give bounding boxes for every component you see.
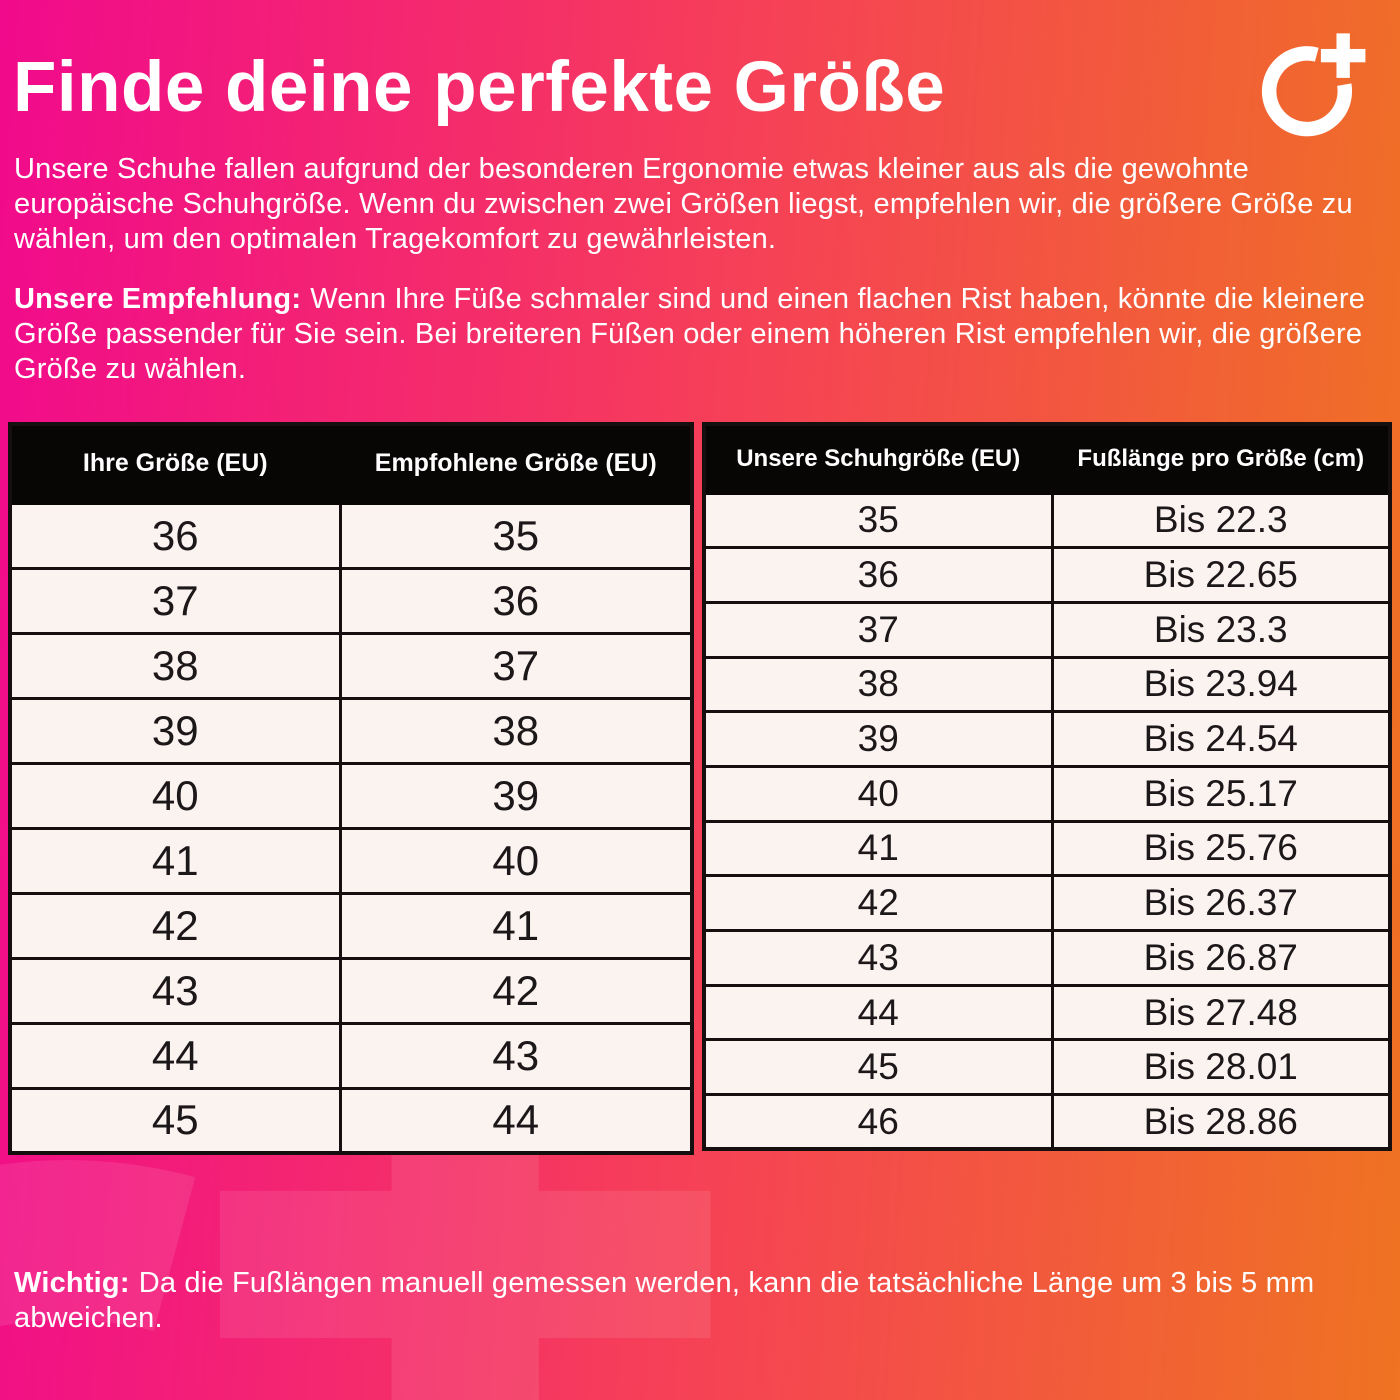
shoe-size-cell: 41 (702, 819, 1054, 878)
recommended-size-cell: 38 (338, 696, 694, 765)
foot-length-cell: Bis 28.86 (1050, 1093, 1392, 1151)
your-size-cell: 43 (8, 956, 342, 1025)
shoe-size-cell: 45 (702, 1038, 1054, 1097)
col-header-foot-length: Fußlänge pro Größe (cm) (1050, 422, 1392, 495)
table-row: 36 Bis 22.65 (702, 546, 1392, 604)
foot-length-cell: Bis 23.3 (1050, 600, 1392, 659)
table-row: 42 41 (8, 891, 694, 960)
foot-length-cell: Bis 28.01 (1050, 1038, 1392, 1097)
foot-length-table: Unsere Schuhgröße (EU) Fußlänge pro Größ… (702, 422, 1392, 1152)
foot-length-cell: Bis 27.48 (1050, 983, 1392, 1042)
shoe-size-cell: 37 (702, 600, 1054, 659)
recommended-size-cell: 40 (338, 826, 694, 895)
foot-length-cell: Bis 26.87 (1050, 929, 1392, 987)
shoe-size-cell: 38 (702, 655, 1054, 714)
col-header-our-shoe-size: Unsere Schuhgröße (EU) (702, 422, 1054, 495)
table-row: 40 39 (8, 761, 694, 830)
your-size-cell: 42 (8, 891, 342, 960)
table-row: 37 36 (8, 566, 694, 635)
your-size-cell: 44 (8, 1021, 342, 1090)
shoe-size-cell: 35 (702, 491, 1054, 550)
table-row: 45 Bis 28.01 (702, 1038, 1392, 1097)
shoe-size-cell: 43 (702, 929, 1054, 987)
table-row: 46 Bis 28.86 (702, 1093, 1392, 1151)
foot-length-cell: Bis 23.94 (1050, 655, 1392, 714)
tables-section: Ihre Größe (EU) Empfohlene Größe (EU) 36… (8, 422, 1392, 1155)
shoe-size-cell: 36 (702, 546, 1054, 604)
your-size-cell: 40 (8, 761, 342, 830)
recommended-size-cell: 36 (338, 566, 694, 635)
recommended-size-cell: 41 (338, 891, 694, 960)
recommended-size-cell: 39 (338, 761, 694, 830)
table-row: 39 Bis 24.54 (702, 710, 1392, 768)
foot-length-cell: Bis 25.17 (1050, 764, 1392, 823)
your-size-cell: 45 (8, 1086, 342, 1155)
table-row: 42 Bis 26.37 (702, 874, 1392, 932)
shoe-size-cell: 46 (702, 1093, 1054, 1151)
table-row: 39 38 (8, 696, 694, 765)
recommendation-body: Wenn Ihre Füße schmaler sind und einen f… (14, 283, 1366, 385)
table-row: 35 Bis 22.3 (702, 491, 1392, 550)
table-row: 40 Bis 25.17 (702, 764, 1392, 823)
foot-length-cell: Bis 25.76 (1050, 819, 1392, 878)
recommendation-text: Unsere Empfehlung: Wenn Ihre Füße schmale… (14, 282, 1390, 387)
table-row: 43 Bis 26.87 (702, 929, 1392, 987)
table-row: 44 Bis 27.48 (702, 983, 1392, 1042)
foot-length-cell: Bis 22.65 (1050, 546, 1392, 604)
table-row: 38 Bis 23.94 (702, 655, 1392, 714)
table-row: 45 44 (8, 1086, 694, 1155)
page-title: Finde deine perfekte Größe (13, 48, 946, 127)
shoe-size-cell: 42 (702, 874, 1054, 932)
foot-length-cell: Bis 26.37 (1050, 874, 1392, 932)
table-row: 43 42 (8, 956, 694, 1025)
foot-length-cell: Bis 24.54 (1050, 710, 1392, 768)
recommendation-label: Unsere Empfehlung: (14, 283, 302, 315)
recommended-size-cell: 37 (338, 631, 694, 700)
foot-length-header-row: Unsere Schuhgröße (EU) Fußlänge pro Größ… (702, 422, 1392, 495)
table-row: 38 37 (8, 631, 694, 700)
recommended-size-cell: 43 (338, 1021, 694, 1090)
your-size-cell: 39 (8, 696, 342, 765)
table-row: 44 43 (8, 1021, 694, 1090)
table-row: 36 35 (8, 501, 694, 570)
table-row: 41 40 (8, 826, 694, 895)
col-header-your-size: Ihre Größe (EU) (8, 422, 342, 505)
your-size-cell: 38 (8, 631, 342, 700)
recommended-size-cell: 42 (338, 956, 694, 1025)
foot-length-cell: Bis 22.3 (1050, 491, 1392, 550)
table-row: 41 Bis 25.76 (702, 819, 1392, 878)
recommended-size-cell: 44 (338, 1086, 694, 1155)
important-note-label: Wichtig: (14, 1267, 130, 1299)
intro-text: Unsere Schuhe fallen aufgrund der besond… (14, 153, 1353, 255)
your-size-cell: 41 (8, 826, 342, 895)
shoe-size-cell: 40 (702, 764, 1054, 823)
recommended-size-cell: 35 (338, 501, 694, 570)
shoe-size-cell: 39 (702, 710, 1054, 768)
size-conversion-header-row: Ihre Größe (EU) Empfohlene Größe (EU) (8, 422, 694, 505)
col-header-recommended-size: Empfohlene Größe (EU) (338, 422, 694, 505)
important-note-body: Da die Fußlängen manuell gemessen werden… (14, 1267, 1315, 1334)
circle-plus-logo-icon (1261, 33, 1366, 137)
important-note: Wichtig: Da die Fußlängen manuell gemesse… (14, 1266, 1390, 1336)
table-row: 37 Bis 23.3 (702, 600, 1392, 659)
shoe-size-cell: 44 (702, 983, 1054, 1042)
your-size-cell: 36 (8, 501, 342, 570)
your-size-cell: 37 (8, 566, 342, 635)
size-conversion-table: Ihre Größe (EU) Empfohlene Größe (EU) 36… (8, 422, 694, 1155)
